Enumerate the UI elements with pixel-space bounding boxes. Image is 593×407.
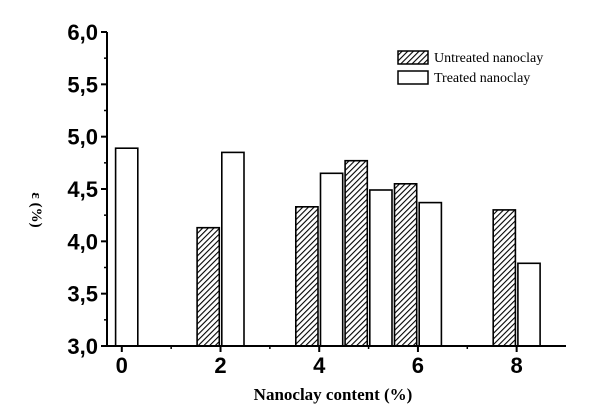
y-tick-label: 4,0 bbox=[67, 229, 98, 254]
bars-layer bbox=[114, 147, 541, 347]
bar-untreated-0 bbox=[196, 226, 221, 347]
bar-treated-3 bbox=[368, 189, 393, 347]
legend: Untreated nanoclay Treated nanoclay bbox=[397, 50, 543, 86]
legend-label-untreated: Untreated nanoclay bbox=[434, 51, 543, 66]
ticks-layer: 3,0 3,5 4,0 4,5 5,0 5,5 6,0 0 2 4 6 8 bbox=[67, 20, 522, 378]
bar-untreated-2 bbox=[344, 159, 369, 347]
bar-untreated-3 bbox=[393, 183, 418, 347]
y-tick-label: 3,5 bbox=[67, 282, 98, 307]
bar-treated-2 bbox=[319, 172, 344, 347]
x-tick-label: 6 bbox=[412, 353, 424, 378]
bar-untreated-4 bbox=[492, 209, 517, 347]
y-tick-label: 5,5 bbox=[67, 72, 98, 97]
y-tick-label: 6,0 bbox=[67, 20, 98, 45]
bar-treated-0 bbox=[114, 147, 139, 347]
y-axis-label: ε (%) bbox=[28, 192, 44, 227]
x-tick-label: 8 bbox=[511, 353, 523, 378]
bar-treated-4 bbox=[418, 201, 443, 347]
x-axis-label: Nanoclay content (%) bbox=[254, 385, 413, 404]
bar-treated-5 bbox=[517, 262, 541, 347]
x-tick-label: 4 bbox=[313, 353, 326, 378]
y-tick-label: 5,0 bbox=[67, 125, 98, 150]
y-tick-label: 3,0 bbox=[67, 334, 98, 359]
legend-swatch-untreated bbox=[397, 50, 429, 65]
bar-untreated-1 bbox=[294, 206, 319, 347]
legend-label-treated: Treated nanoclay bbox=[434, 71, 530, 86]
bar-treated-1 bbox=[221, 151, 245, 347]
x-tick-label: 2 bbox=[214, 353, 226, 378]
x-tick-label: 0 bbox=[116, 353, 128, 378]
legend-swatch-treated bbox=[397, 70, 429, 85]
y-tick-label: 4,5 bbox=[67, 177, 98, 202]
